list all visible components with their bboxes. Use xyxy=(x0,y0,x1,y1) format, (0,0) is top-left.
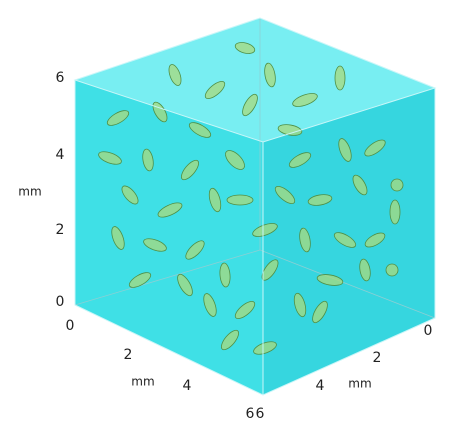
axis-label: mm xyxy=(131,375,154,389)
tick-label: 2 xyxy=(124,347,133,363)
tick-label: 4 xyxy=(183,378,192,394)
axis-label: mm xyxy=(348,377,371,391)
tick-label: 0 xyxy=(424,323,433,339)
particle xyxy=(386,264,398,276)
tick-label: 2 xyxy=(56,222,65,238)
tick-label: 4 xyxy=(56,147,65,163)
axis-label: mm xyxy=(18,185,41,199)
tick-label: 0 xyxy=(66,318,75,334)
tick-label: 0 xyxy=(56,294,65,310)
particle xyxy=(335,66,345,90)
particle xyxy=(391,179,403,191)
particle xyxy=(227,195,253,205)
tick-label: 2 xyxy=(373,350,382,366)
tick-label: 6 xyxy=(56,70,65,86)
tick-label: 4 xyxy=(316,378,325,394)
particle xyxy=(390,200,400,224)
tick-label: 6 xyxy=(246,406,255,422)
plot-view: 6 4 2 0 mm 0 2 4 6 mm 0 2 4 6 mm xyxy=(0,0,452,427)
tick-label: 6 xyxy=(256,406,265,422)
